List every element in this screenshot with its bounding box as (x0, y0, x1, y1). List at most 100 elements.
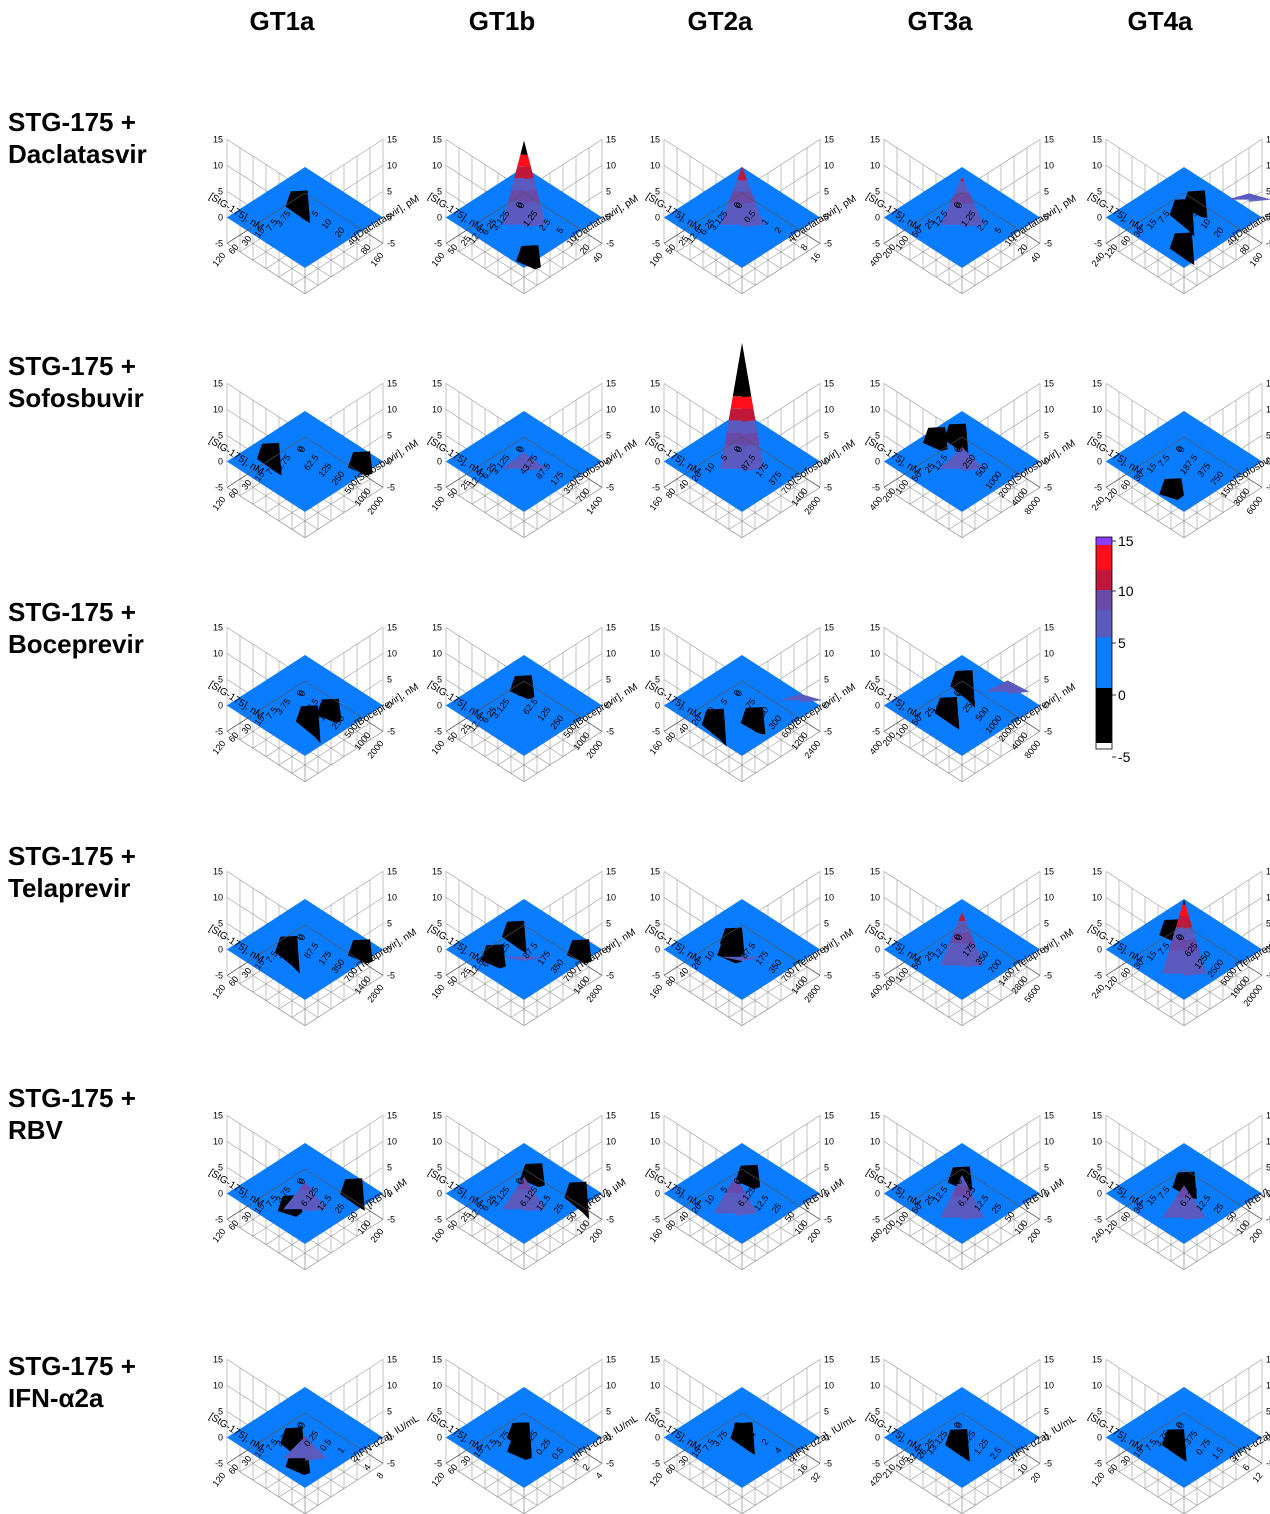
z-tick-label-right: -5 (824, 726, 832, 736)
surface-synergy-band-front (962, 943, 984, 968)
z-tick-label-right: 5 (824, 1162, 829, 1172)
x-tick-label: 120 (210, 982, 227, 1000)
z-tick-label-right: 10 (606, 892, 616, 902)
x-tick-label: 15 (1145, 1193, 1159, 1207)
surface-synergy-band-front (305, 1189, 327, 1212)
x-tick-label: 10 (703, 705, 717, 719)
y-tick-label: 2 (581, 1462, 592, 1472)
z-tick-label-left: 0 (875, 1432, 880, 1442)
z-tick-label-left: 0 (1097, 212, 1102, 222)
y-tick-label: 2800 (365, 982, 385, 1004)
surface-antagonism-region (1169, 232, 1195, 266)
y-tick-label: 0 (954, 1420, 965, 1430)
z-tick-label-right: 10 (387, 1136, 397, 1146)
z-tick-label-right: 5 (387, 918, 392, 928)
surface-antagonism-region (923, 427, 948, 452)
surface-synergy-band-front (742, 168, 747, 181)
y-tick-label: 4 (786, 234, 797, 244)
x-tick-label: 0 (514, 932, 525, 942)
z-tick-label-left: 0 (1097, 1188, 1102, 1198)
z-tick-label-left: 5 (218, 918, 223, 928)
z-tick-label-left: 15 (213, 1354, 223, 1364)
z-tick-label-right: -5 (387, 238, 395, 248)
z-tick-label-right: -5 (387, 1458, 395, 1468)
z-tick-label-right: 0 (1044, 944, 1049, 954)
z-tick-label-left: 5 (1097, 918, 1102, 928)
y-tick-label: 5 (555, 225, 566, 235)
z-tick-label-left: 5 (875, 430, 880, 440)
z-tick-label-right: 0 (1044, 1432, 1049, 1442)
z-tick-label-right: -5 (606, 970, 614, 980)
z-tick-label-left: 5 (655, 430, 660, 440)
surface-synergy-band-front (962, 932, 975, 945)
z-tick-label-right: 5 (1044, 918, 1049, 928)
surface-antagonism-region (1159, 478, 1184, 500)
x-tick-label: 30 (240, 234, 254, 248)
z-tick-label-right: 15 (606, 866, 616, 876)
x-tick-label: 25 (459, 722, 473, 736)
y-tick-label: 0 (1176, 200, 1187, 210)
z-tick-label-left: -5 (872, 726, 880, 736)
colorbar-tick-label: 5 (1118, 635, 1126, 651)
x-tick-label: 25 (923, 949, 937, 963)
z-tick-label-right: 15 (824, 1354, 834, 1364)
surface-plateau (884, 655, 1040, 756)
x-tick-label: 0 (732, 444, 743, 454)
surface-plateau (227, 655, 383, 756)
z-tick-label-right: 10 (387, 648, 397, 658)
x-tick-label: 50 (446, 730, 460, 744)
z-tick-label-right: 5 (1044, 1162, 1049, 1172)
z-tick-label-left: 10 (870, 404, 880, 414)
surface-antagonism-region (934, 697, 960, 730)
row-header-daclatasvir: STG-175 + Daclatasvir (8, 106, 193, 170)
y-tick-label: 4 (362, 1462, 373, 1472)
z-tick-label-left: 5 (437, 186, 442, 196)
z-tick-label-left: 10 (870, 648, 880, 658)
z-tick-label-left: 0 (437, 212, 442, 222)
z-tick-label-right: -5 (824, 1458, 832, 1468)
z-tick-label-left: 5 (875, 186, 880, 196)
surface-antagonism-region (481, 944, 506, 969)
surface-synergy-band-front (1184, 904, 1189, 917)
z-tick-label-right: 0 (1266, 944, 1270, 954)
row-header-line2: RBV (8, 1115, 63, 1145)
z-tick-label-left: -5 (652, 1458, 660, 1468)
z-tick-label-right: 15 (1266, 1354, 1270, 1364)
surface-synergy-band-front (524, 1177, 526, 1180)
row-header-line2: Sofosbuvir (8, 383, 144, 413)
z-tick-label-left: -5 (1094, 1458, 1102, 1468)
z-tick-label-right: 15 (606, 1354, 616, 1364)
z-tick-label-right: 5 (1266, 1406, 1270, 1416)
z-tick-label-right: 0 (606, 944, 611, 954)
z-tick-label-left: 15 (650, 622, 660, 632)
x-tick-label: 160 (647, 494, 664, 512)
surface-synergy-band-front (1184, 899, 1186, 905)
z-tick-label-left: -5 (215, 1214, 223, 1224)
z-tick-label-left: 15 (213, 1110, 223, 1120)
z-tick-label-left: 10 (870, 160, 880, 170)
y-tick-label: 0 (1176, 444, 1187, 454)
x-tick-label: 30 (1132, 957, 1146, 971)
z-tick-label-left: 15 (870, 378, 880, 388)
surface-synergy-band-front (742, 343, 752, 398)
surface-synergy-band-front (735, 1192, 758, 1216)
z-tick-label-right: 5 (606, 1406, 611, 1416)
z-tick-label-left: 15 (650, 378, 660, 388)
colorbar-segment (1096, 713, 1112, 743)
z-tick-label-left: 0 (218, 456, 223, 466)
x-tick-label: 60 (1119, 1210, 1133, 1224)
z-tick-label-left: 10 (213, 892, 223, 902)
y-tick-label: 20 (1016, 242, 1030, 256)
colorbar-segment (1096, 590, 1112, 610)
z-tick-label-left: 0 (218, 1432, 223, 1442)
z-tick-label-left: -5 (1094, 970, 1102, 980)
y-tick-label: 25 (770, 1201, 784, 1215)
surface-antagonism-region (1161, 1429, 1187, 1462)
colorbar: 15 10 5 0 -5 (1095, 533, 1134, 765)
x-tick-label: 30 (240, 966, 254, 980)
z-tick-label-right: 10 (824, 648, 834, 658)
surface-antagonism-region (564, 1181, 589, 1220)
